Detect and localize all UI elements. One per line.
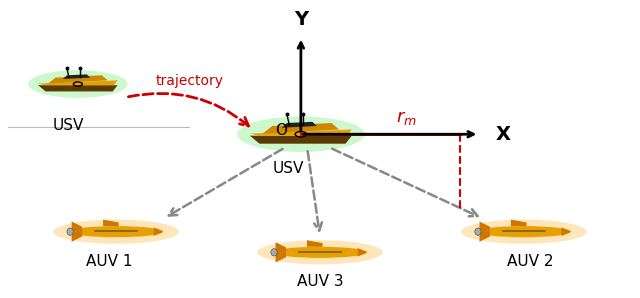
Polygon shape <box>262 123 339 134</box>
Polygon shape <box>479 221 490 232</box>
Ellipse shape <box>273 247 367 258</box>
Text: $r_m$: $r_m$ <box>396 109 417 127</box>
Ellipse shape <box>69 226 163 237</box>
Polygon shape <box>38 80 118 85</box>
Polygon shape <box>358 248 367 257</box>
Polygon shape <box>282 122 317 128</box>
Polygon shape <box>103 220 118 226</box>
Text: X: X <box>495 125 510 144</box>
Polygon shape <box>63 74 90 79</box>
Polygon shape <box>511 220 527 226</box>
Polygon shape <box>479 232 490 242</box>
Ellipse shape <box>271 249 277 256</box>
FancyArrowPatch shape <box>169 149 282 215</box>
Text: trajectory: trajectory <box>156 74 223 88</box>
FancyArrowPatch shape <box>308 151 322 231</box>
Polygon shape <box>307 240 323 247</box>
Polygon shape <box>250 130 352 136</box>
Ellipse shape <box>53 220 179 244</box>
Text: O: O <box>275 123 287 138</box>
Text: USV: USV <box>52 118 84 133</box>
Polygon shape <box>48 75 108 84</box>
Ellipse shape <box>237 117 365 152</box>
Text: Y: Y <box>294 10 308 30</box>
Polygon shape <box>72 232 82 242</box>
Polygon shape <box>250 136 352 144</box>
Ellipse shape <box>461 220 587 244</box>
Polygon shape <box>154 227 163 236</box>
Ellipse shape <box>28 70 127 98</box>
Text: USV: USV <box>273 161 304 176</box>
Ellipse shape <box>257 240 383 264</box>
Polygon shape <box>276 242 286 252</box>
Ellipse shape <box>67 228 73 235</box>
Text: AUV 1: AUV 1 <box>86 254 133 269</box>
Polygon shape <box>72 221 82 232</box>
Text: AUV 3: AUV 3 <box>297 274 343 289</box>
Polygon shape <box>38 85 118 91</box>
Polygon shape <box>561 227 571 236</box>
Text: AUV 2: AUV 2 <box>507 254 554 269</box>
Ellipse shape <box>475 228 481 235</box>
FancyArrowPatch shape <box>129 93 248 126</box>
FancyArrowPatch shape <box>332 149 477 216</box>
Ellipse shape <box>477 226 571 237</box>
Polygon shape <box>276 252 286 263</box>
